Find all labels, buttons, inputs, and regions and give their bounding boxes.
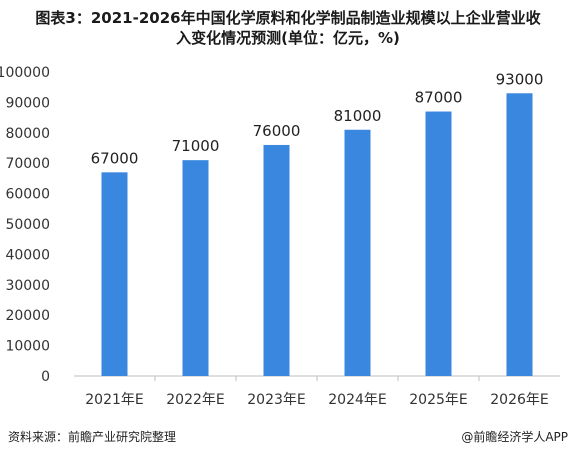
- bar: [506, 93, 533, 376]
- data-label: 71000: [172, 137, 220, 155]
- y-tick-label: 30000: [5, 278, 50, 294]
- bar: [425, 111, 452, 377]
- data-label: 76000: [253, 122, 301, 140]
- bar: [263, 144, 290, 376]
- x-tick-label: 2026年E: [490, 392, 548, 408]
- x-tick-label: 2025年E: [409, 392, 467, 408]
- source-note: 资料来源：前瞻产业研究院整理: [8, 430, 177, 444]
- brand-credit: @前瞻经济学人APP: [461, 430, 568, 444]
- y-tick-label: 20000: [5, 308, 50, 324]
- data-label: 81000: [334, 107, 382, 125]
- y-tick-label: 90000: [5, 95, 50, 111]
- bar: [182, 160, 209, 376]
- data-label: 67000: [91, 149, 139, 167]
- chart-title: 图表3：2021-2026年中国化学原料和化学制品制造业规模以上企业营业收 入变…: [0, 8, 576, 48]
- bar: [344, 129, 371, 376]
- x-tick-label: 2021年E: [85, 392, 143, 408]
- chart-title-line1: 图表3：2021-2026年中国化学原料和化学制品制造业规模以上企业营业收: [35, 9, 541, 27]
- y-tick-label: 80000: [5, 126, 50, 142]
- y-tick-label: 10000: [5, 339, 50, 355]
- x-tick-label: 2023年E: [247, 392, 305, 408]
- data-label: 93000: [496, 70, 544, 88]
- data-label: 87000: [415, 89, 463, 107]
- x-tick-label: 2024年E: [328, 392, 386, 408]
- y-tick-label: 50000: [5, 217, 50, 233]
- y-tick-label: 40000: [5, 247, 50, 263]
- y-tick-label: 100000: [0, 65, 50, 81]
- y-tick-label: 60000: [5, 187, 50, 203]
- y-tick-label: 0: [41, 369, 50, 385]
- chart-title-line2: 入变化情况预测(单位：亿元，%): [176, 29, 400, 47]
- bar: [101, 172, 128, 376]
- bar-chart: 0 10000 20000 30000 40000 50000 60000 70000 8000…: [0, 65, 560, 408]
- x-tick-label: 2022年E: [166, 392, 224, 408]
- y-tick-label: 70000: [5, 156, 50, 172]
